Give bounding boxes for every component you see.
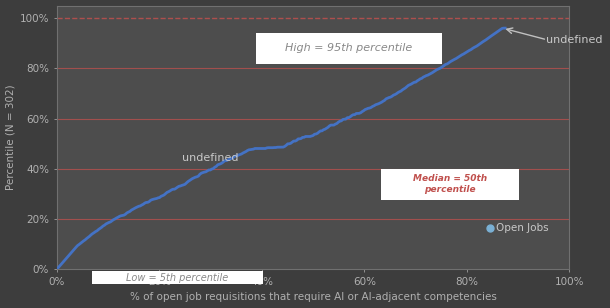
- Y-axis label: Percentile (N = 302): Percentile (N = 302): [5, 85, 16, 190]
- FancyBboxPatch shape: [381, 168, 519, 200]
- Text: undefined: undefined: [546, 35, 603, 45]
- Text: undefined: undefined: [182, 153, 239, 164]
- FancyBboxPatch shape: [256, 33, 442, 64]
- FancyBboxPatch shape: [92, 270, 263, 284]
- Text: Median = 50th
percentile: Median = 50th percentile: [414, 174, 487, 194]
- Text: Open Jobs: Open Jobs: [496, 223, 548, 233]
- X-axis label: % of open job requisitions that require AI or AI-adjacent competencies: % of open job requisitions that require …: [129, 292, 497, 302]
- Text: Low = 5th percentile: Low = 5th percentile: [126, 273, 228, 283]
- Text: High = 95th percentile: High = 95th percentile: [285, 43, 412, 53]
